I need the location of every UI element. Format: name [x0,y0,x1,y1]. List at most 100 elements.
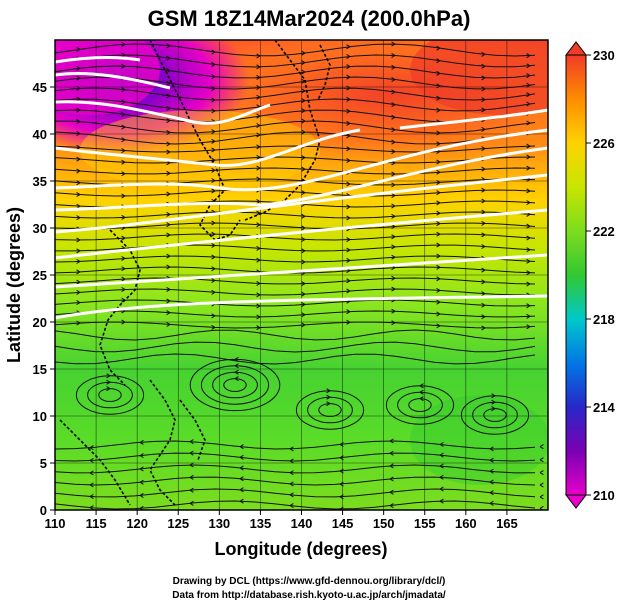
streamline-arrow [76,180,81,186]
streamline-arrow [166,43,171,49]
streamline-arrow [481,302,486,308]
streamline-arrow [346,204,351,210]
streamline-arrow [346,181,351,187]
streamline-arrow [346,146,351,152]
x-tick-label: 145 [332,516,354,531]
streamline-arrow [239,487,244,493]
contour-line [55,128,361,168]
streamline-arrow [391,171,396,177]
streamline-arrow [211,74,216,80]
streamline-arrow [391,203,396,209]
streamline-arrow [339,494,344,500]
contour-line [55,71,171,90]
streamline-arrow [526,281,531,287]
streamline-arrow [211,324,216,330]
streamline-arrow [76,320,81,326]
streamline-arrow [239,444,244,450]
streamline-arrow [139,466,144,472]
streamline-arrow [211,86,216,92]
streamline-arrow [121,286,126,292]
streamline-arrow [76,248,81,254]
y-tick-label: 10 [33,409,47,424]
streamline-arrow [256,199,261,205]
streamline-arrow [481,244,486,249]
streamline-arrow [391,77,396,83]
streamline-arrow [391,149,396,155]
streamline-arrow [189,462,194,468]
streamline-arrow [301,190,306,196]
streamline-arrow [301,129,306,135]
contour-line [55,173,548,234]
y-tick-label: 5 [40,456,47,471]
streamline-arrow [301,259,306,265]
streamline-arrow [526,270,531,276]
streamline-arrow [436,311,441,317]
y-tick-label: 35 [33,174,47,189]
streamline-arrow [121,255,126,261]
streamline [55,255,536,263]
streamline-arrow [166,191,171,197]
streamline-arrow [211,147,216,153]
streamline-arrow [76,279,81,285]
streamline-arrow [489,446,494,452]
streamline-arrow [339,455,344,461]
streamline-arrow [301,301,306,307]
streamline-arrow [189,450,194,456]
streamline-arrow [76,107,81,113]
streamline-arrow [481,209,486,215]
streamline [55,288,535,296]
streamline-arrow [301,322,306,328]
streamline-arrow [76,237,81,243]
streamline-arrow [481,267,486,273]
streamline-arrow [526,120,531,126]
streamline-arrow [481,107,486,113]
streamline-arrow [289,503,294,509]
streamline-arrow [89,458,94,463]
streamline-arrow [526,82,531,88]
streamline-arrow [256,222,261,228]
streamline-arrow [211,108,216,114]
streamline-arrow [539,482,544,488]
streamline-arrow [301,69,306,75]
streamline-arrow [389,450,394,456]
streamline-arrow [436,253,441,259]
colorbar-gradient [565,54,587,496]
streamline-arrow [256,280,261,286]
streamline-arrow [289,492,294,498]
x-tick-label: 120 [126,516,148,531]
streamline-arrow [121,111,126,117]
streamline [55,464,536,474]
streamline-arrow [166,232,171,238]
streamline-arrow [339,441,344,447]
streamline-arrow [526,92,531,98]
streamline-arrow [391,308,396,314]
y-tick-label: 20 [33,315,47,330]
colorbar-tick-label: 218 [593,312,615,327]
streamline-arrow [539,470,544,476]
streamline-arrow [436,190,441,196]
streamline-arrow [256,165,261,171]
streamline-arrow [436,287,441,293]
streamline-arrow [436,231,441,237]
streamline-arrow [346,54,351,59]
streamline-arrow [391,213,396,219]
streamline-arrow [256,303,261,309]
streamline-arrow [106,379,111,385]
streamline-arrow [121,276,126,282]
streamline-arrow [436,45,441,51]
streamline-arrow [439,486,444,492]
streamline-arrow [189,500,194,506]
streamline-arrow [391,182,396,188]
streamline-arrow [481,97,486,103]
streamline-arrow [491,406,496,412]
streamline-arrow [211,266,216,272]
streamline-arrow [76,131,81,137]
streamline-arrow [481,279,486,285]
streamline-arrow [346,278,351,284]
streamline-arrow [89,445,94,451]
streamline-arrow [526,143,531,149]
streamline-arrow [256,64,261,70]
streamline-arrow [439,474,444,480]
streamline-arrow [139,479,144,485]
streamline-arrow [346,85,351,91]
